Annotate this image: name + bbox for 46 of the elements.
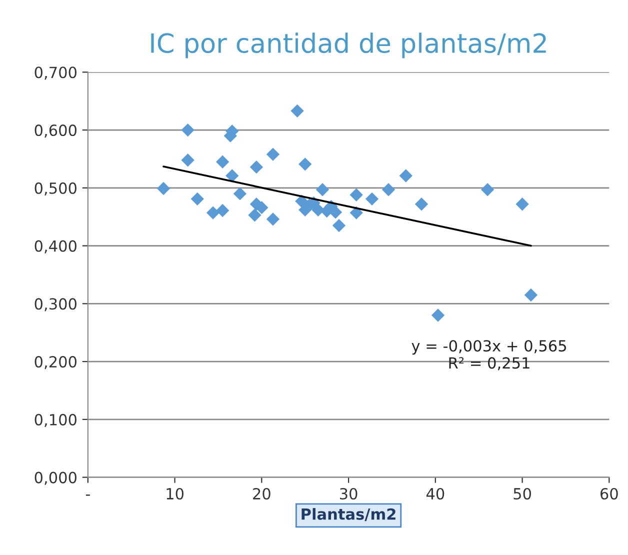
y-tick-label: 0,000 [34, 472, 76, 485]
point [216, 204, 230, 218]
y-tick-label: 0,200 [34, 356, 76, 370]
x-tick-label: 50 [514, 488, 531, 500]
point [181, 123, 194, 137]
x-tick-label: 10 [166, 488, 184, 500]
point [266, 148, 280, 161]
point [206, 206, 220, 220]
point [156, 182, 170, 196]
point [290, 104, 304, 118]
point [399, 169, 412, 182]
x-tick-label: 60 [600, 488, 618, 500]
point [226, 169, 239, 182]
y-tick-label: 0,100 [34, 414, 76, 427]
point [350, 206, 363, 220]
point [255, 201, 268, 214]
x-tick-label: - [86, 494, 90, 496]
x-tick-label: 40 [426, 488, 444, 500]
point [365, 192, 379, 206]
point [233, 187, 247, 200]
annotation: y = -0,003x + 0,565 R² = 0,251 [412, 340, 566, 370]
point [350, 188, 363, 202]
point [298, 158, 312, 171]
y-tick-label: 0,300 [34, 298, 76, 312]
point [524, 288, 538, 302]
y-tick-label: 0,600 [34, 124, 76, 138]
point [414, 198, 428, 211]
chart-title: IC por cantidad de plantas/m2 [151, 32, 546, 58]
point [332, 218, 346, 232]
point [190, 192, 204, 206]
point [480, 183, 494, 196]
point [316, 183, 330, 196]
x-tick-label: 30 [340, 488, 358, 500]
point [250, 160, 264, 174]
point [516, 198, 529, 211]
x-tick-label: 20 [253, 488, 270, 500]
point [216, 155, 230, 168]
point [248, 208, 262, 222]
point [181, 154, 194, 167]
point [431, 308, 445, 322]
y-tick-label: 0,400 [34, 240, 76, 254]
x-axis-title: Plantas/m2 [302, 508, 396, 522]
y-tick-label: 0,500 [34, 182, 76, 196]
point [382, 183, 396, 196]
y-tick-label: 0,700 [34, 66, 76, 80]
point [266, 212, 280, 226]
